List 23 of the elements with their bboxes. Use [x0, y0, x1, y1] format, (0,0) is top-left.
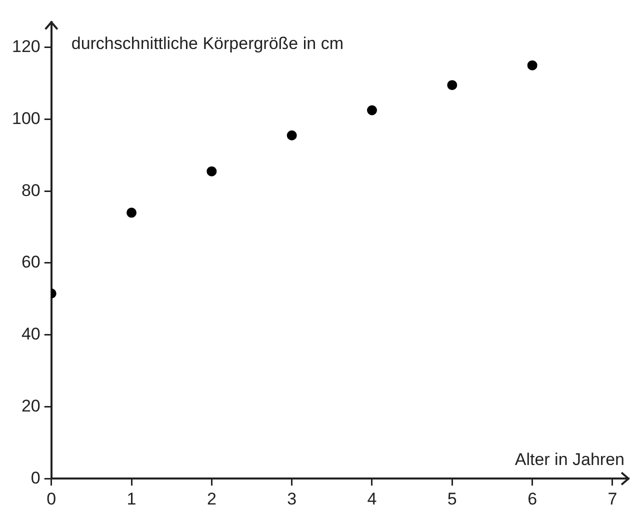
point — [206, 166, 217, 176]
x-tick-label: 6 — [528, 489, 538, 508]
point — [527, 60, 538, 70]
x-axis-title: Alter in Jahren — [514, 450, 624, 469]
x-tick-label: 5 — [447, 489, 457, 508]
point — [286, 130, 297, 140]
point — [126, 208, 137, 218]
y-tick-label: 60 — [21, 252, 40, 272]
y-tick-label: 20 — [21, 396, 40, 416]
point — [447, 80, 458, 90]
y-tick-label: 100 — [12, 108, 40, 128]
y-tick-label: 80 — [21, 180, 40, 200]
x-tick-label: 1 — [126, 489, 136, 508]
y-tick-label: 0 — [30, 468, 40, 488]
y-tick-label: 120 — [12, 37, 40, 56]
y-axis-title: durchschnittliche Körpergröße in cm — [71, 34, 344, 53]
point — [366, 105, 377, 116]
x-tick-label: 4 — [367, 489, 377, 508]
x-tick-label: 7 — [608, 489, 618, 508]
x-tick-label: 3 — [287, 489, 297, 508]
y-tick-label: 40 — [21, 324, 40, 344]
x-tick-label: 0 — [46, 489, 56, 508]
x-tick-label: 2 — [206, 489, 216, 508]
